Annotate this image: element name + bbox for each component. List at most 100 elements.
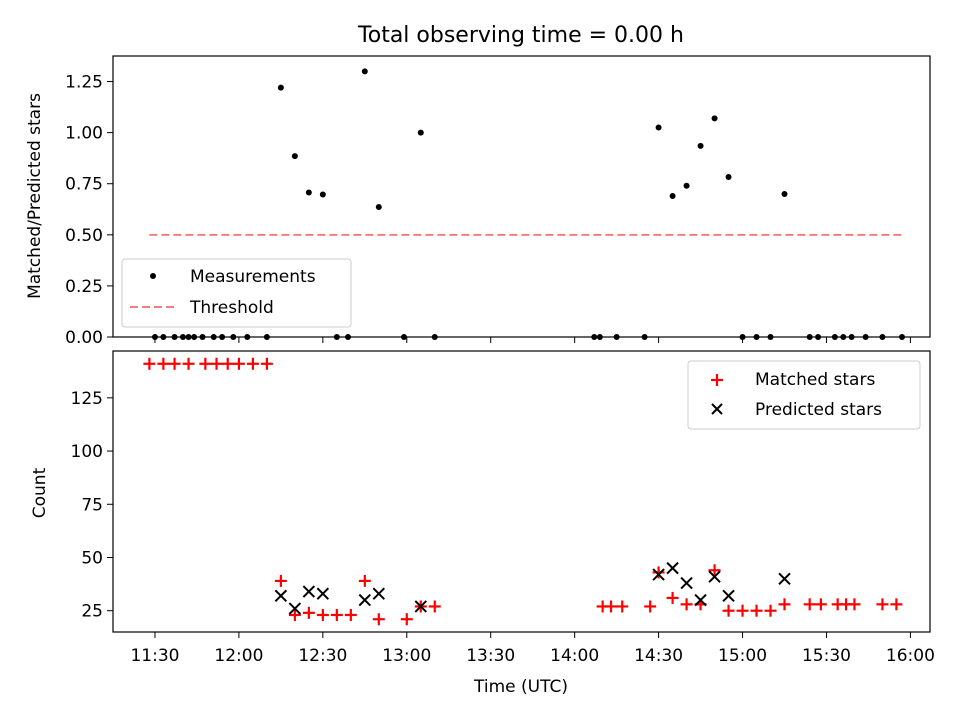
matched-star-point <box>157 357 170 370</box>
measurement-point <box>669 192 676 199</box>
matched-star-point <box>652 566 665 579</box>
matched-star-point <box>316 608 329 621</box>
matched-star-point <box>722 604 735 617</box>
top-panel: 0.00 0.25 0.50 0.75 1.00 1.25 Matched/Predict… <box>25 55 931 348</box>
top-y-axis: 0.00 0.25 0.50 0.75 1.00 1.25 <box>65 73 113 348</box>
matched-star-point <box>372 613 385 626</box>
x-tick-label: 12:30 <box>298 646 347 666</box>
bottom-y-axis: 25 50 75 100 125 <box>71 389 113 622</box>
matched-star-point <box>168 357 181 370</box>
predicted-star-point <box>274 589 288 603</box>
predicted-star-point <box>372 587 386 600</box>
predicted-star-point <box>722 589 735 603</box>
matched-star-point <box>890 598 903 611</box>
measurement-point <box>375 204 382 211</box>
x-tick-label: 14:30 <box>634 646 683 666</box>
matched-star-point <box>182 357 195 370</box>
top-axes-frame <box>112 55 931 338</box>
measurement-point <box>655 124 662 131</box>
legend-predicted-label: Predicted stars <box>755 400 882 420</box>
matched-star-point <box>848 598 861 611</box>
chart-title: Total observing time = 0.00 h <box>357 23 684 48</box>
predicted-star-point <box>358 593 372 607</box>
legend-matched-marker <box>711 374 723 386</box>
predicted-star-point <box>708 570 721 583</box>
x-tick-label: 13:30 <box>466 646 515 666</box>
legend-threshold-label: Threshold <box>189 298 274 318</box>
matched-star-point <box>232 357 245 370</box>
bottom-legend: Matched stars Predicted stars <box>687 360 921 430</box>
matched-star-point <box>288 608 301 621</box>
matched-star-point <box>680 598 693 611</box>
matched-star-point <box>764 604 777 617</box>
measurement-point <box>683 182 690 189</box>
top-y-tick-label: 0.25 <box>65 277 103 297</box>
matched-star-point <box>814 598 827 611</box>
bottom-plot-area <box>143 357 903 626</box>
matched-star-point <box>750 604 763 617</box>
bottom-axes-frame <box>112 350 931 633</box>
measurement-point <box>291 153 298 160</box>
matched-star-point <box>358 574 371 587</box>
bottom-legend-box <box>687 360 921 430</box>
matched-star-point <box>708 564 721 577</box>
bottom-y-tick-label: 25 <box>81 602 103 622</box>
bottom-y-axis-label: Count <box>30 467 50 518</box>
matched-star-point <box>330 608 343 621</box>
predicted-star-point <box>694 593 707 607</box>
x-tick-label: 15:00 <box>718 646 767 666</box>
top-y-tick-label: 1.00 <box>65 124 103 144</box>
top-y-axis-label: Matched/Predicted stars <box>25 93 45 299</box>
measurement-point <box>277 84 284 91</box>
top-x-ticks <box>154 337 911 343</box>
x-tick-label: 11:30 <box>130 646 179 666</box>
top-y-tick-label: 0.50 <box>65 226 103 246</box>
x-tick-label: 13:00 <box>382 646 431 666</box>
top-legend-box <box>121 258 352 328</box>
matched-star-point <box>736 604 749 617</box>
matched-star-point <box>260 357 273 370</box>
measurement-point <box>725 173 732 180</box>
bottom-x-axis: 11:30 12:00 12:30 13:00 13:30 14:00 14:30 15:00… <box>130 632 935 666</box>
matched-star-point <box>199 357 212 370</box>
matched-star-point <box>778 598 791 611</box>
predicted-star-point <box>414 600 427 613</box>
predicted-star-point <box>302 585 316 598</box>
x-tick-label: 15:30 <box>802 646 851 666</box>
matched-star-point <box>221 357 234 370</box>
matched-star-point <box>344 608 357 621</box>
measurement-point <box>417 129 424 136</box>
predicted-star-point <box>666 561 679 575</box>
predicted-star-point <box>316 587 330 600</box>
top-y-tick-label: 0.75 <box>65 175 103 195</box>
bottom-y-tick-label: 50 <box>81 548 103 568</box>
bottom-y-tick-label: 125 <box>71 389 103 409</box>
matched-star-point <box>246 357 259 370</box>
matched-star-point <box>274 574 287 587</box>
predicted-star-point <box>778 572 791 585</box>
matched-star-point <box>644 600 657 613</box>
predicted-star-point <box>288 602 302 615</box>
matched-star-point <box>428 600 441 613</box>
bottom-x-axis-label: Time (UTC) <box>473 677 568 697</box>
predicted-star-point <box>652 568 665 581</box>
measurement-point <box>711 115 718 122</box>
measurement-point <box>781 190 788 197</box>
measurement-point <box>361 68 368 75</box>
measurement-point <box>319 191 326 198</box>
matched-star-point <box>666 591 679 604</box>
matched-star-point <box>210 357 223 370</box>
x-tick-label: 12:00 <box>214 646 263 666</box>
matched-star-point <box>143 357 156 370</box>
matched-star-point <box>400 613 413 626</box>
matched-star-point <box>876 598 889 611</box>
x-tick-label: 16:00 <box>886 646 935 666</box>
top-y-tick-label: 1.25 <box>65 73 103 93</box>
matched-star-point <box>803 598 816 611</box>
legend-matched-label: Matched stars <box>755 370 875 390</box>
top-legend: Measurements Threshold <box>121 258 352 328</box>
legend-predicted-marker <box>711 403 723 415</box>
bottom-y-tick-label: 75 <box>81 495 103 515</box>
predicted-star-point <box>680 576 693 590</box>
